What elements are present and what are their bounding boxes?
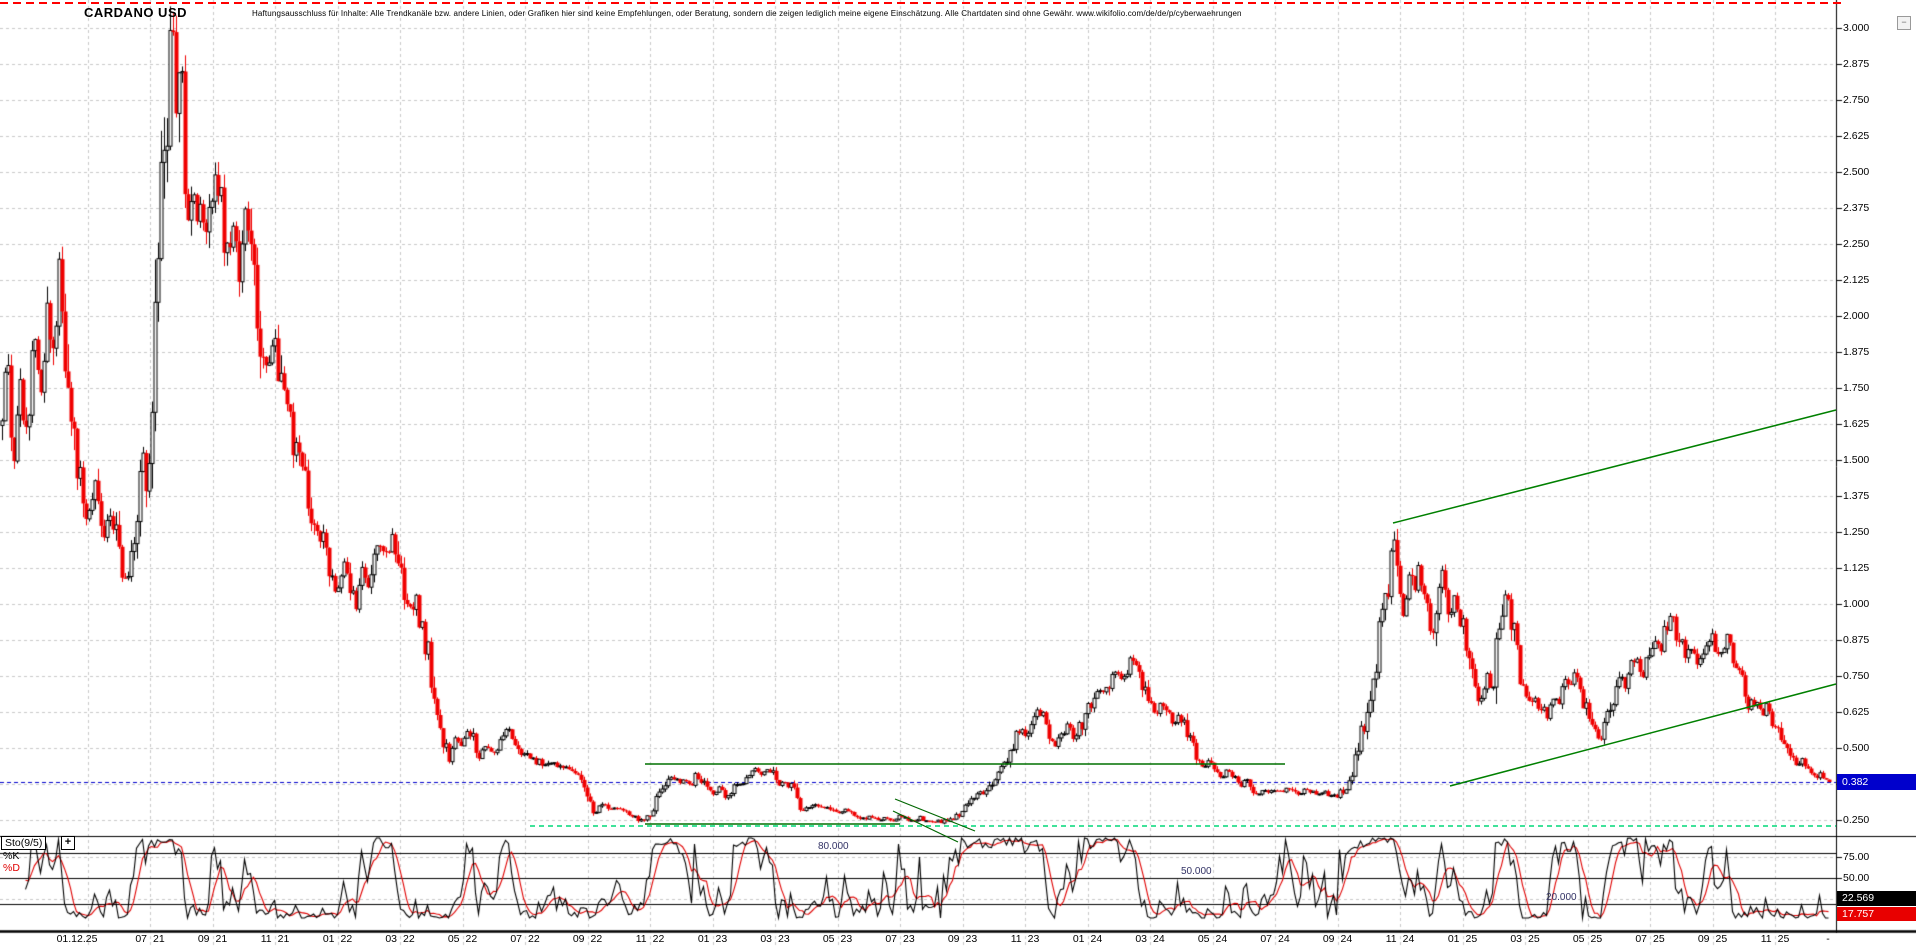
- price-tick-label: 1.625: [1843, 418, 1870, 430]
- time-axis-label: 09 23: [947, 933, 978, 945]
- price-tick-label: 2.250: [1843, 238, 1870, 250]
- price-tick-label: 1.250: [1843, 526, 1870, 538]
- time-axis-label: 07 23: [885, 933, 915, 945]
- price-tick-label: 1.375: [1843, 490, 1870, 502]
- price-tick-label: 2.625: [1843, 130, 1870, 142]
- time-axis-label: 03 22: [385, 933, 415, 945]
- price-tick-label: 2.000: [1843, 310, 1870, 322]
- time-axis-label: 05 25: [1572, 933, 1603, 945]
- price-tick-label: 0.250: [1843, 814, 1870, 826]
- time-axis-label: 05 22: [447, 933, 478, 945]
- stoch-d-label: %D: [3, 862, 20, 874]
- price-tick-label: 1.500: [1843, 454, 1870, 466]
- price-tick-label: 1.875: [1843, 346, 1870, 358]
- collapse-panel-icon[interactable]: −: [1897, 16, 1911, 30]
- time-axis-label: 11 23: [1010, 933, 1040, 945]
- price-tick-label: 0.500: [1843, 742, 1870, 754]
- time-axis-label: 01 22: [322, 933, 353, 945]
- price-tick-label: 2.750: [1843, 94, 1870, 106]
- disclaimer-text: Haftungsausschluss für Inhalte: Alle Tre…: [252, 9, 1242, 18]
- time-axis-label: 11 21: [260, 933, 290, 945]
- stoch-k-label: %K: [3, 850, 20, 862]
- stoch-axis-label: 75.00: [1843, 850, 1870, 863]
- time-axis-label: 07 22: [510, 933, 540, 945]
- stoch-level-label: 50.000: [1181, 866, 1212, 877]
- time-axis-label: 09 25: [1697, 933, 1728, 945]
- time-axis-label: 11 24: [1385, 933, 1415, 945]
- price-tick-label: 2.125: [1843, 274, 1870, 286]
- stoch-level-label: 20.000: [1546, 891, 1577, 903]
- time-axis-label: 05 24: [1197, 933, 1228, 945]
- price-tick-label: 1.000: [1843, 598, 1870, 610]
- time-axis-label: 01 25: [1447, 933, 1478, 945]
- price-tick-label: 0.875: [1843, 634, 1870, 646]
- time-axis-label: 09 22: [572, 933, 603, 945]
- price-tick-label: 2.500: [1843, 166, 1870, 178]
- stoch-d-value-badge: 17.757: [1837, 907, 1916, 921]
- stoch-k-value-badge: 22.569: [1837, 891, 1916, 906]
- time-axis-label: 03 23: [760, 933, 790, 945]
- price-tick-label: 1.750: [1843, 382, 1870, 394]
- time-axis-start-label: 01.12.25: [56, 933, 98, 945]
- time-axis-label: 09 21: [197, 933, 228, 945]
- price-tick-label: 0.750: [1843, 670, 1870, 682]
- price-tick-label: 2.875: [1843, 58, 1870, 70]
- price-tick-label: 3.000: [1843, 22, 1870, 34]
- current-price-badge: 0.382: [1837, 773, 1916, 790]
- time-axis-label: 01 23: [697, 933, 728, 945]
- time-axis-label: 11 22: [635, 933, 665, 945]
- time-axis-label: 03 24: [1135, 933, 1165, 945]
- price-tick-label: 2.375: [1843, 202, 1870, 214]
- add-indicator-icon[interactable]: +: [61, 836, 75, 850]
- time-axis-label: 09 24: [1322, 933, 1353, 945]
- stoch-axis-label: 50.00: [1843, 872, 1870, 884]
- time-axis-label: 07 24: [1260, 933, 1290, 945]
- time-axis-end-label: -: [1826, 933, 1830, 945]
- time-axis-label: 11 25: [1760, 933, 1790, 945]
- stoch-level-label: 80.000: [818, 840, 849, 852]
- price-tick-label: 1.125: [1843, 562, 1870, 574]
- time-axis-label: 07 25: [1635, 933, 1665, 945]
- time-axis-label: 05 23: [822, 933, 853, 945]
- stoch-indicator-label[interactable]: Sto(9/5): [1, 836, 47, 850]
- time-axis-label: 03 25: [1510, 933, 1540, 945]
- time-axis-label: 01 24: [1072, 933, 1103, 945]
- page-title: CARDANO USD: [84, 5, 187, 20]
- time-axis-label: 07 21: [135, 933, 165, 945]
- price-tick-label: 0.625: [1843, 706, 1870, 718]
